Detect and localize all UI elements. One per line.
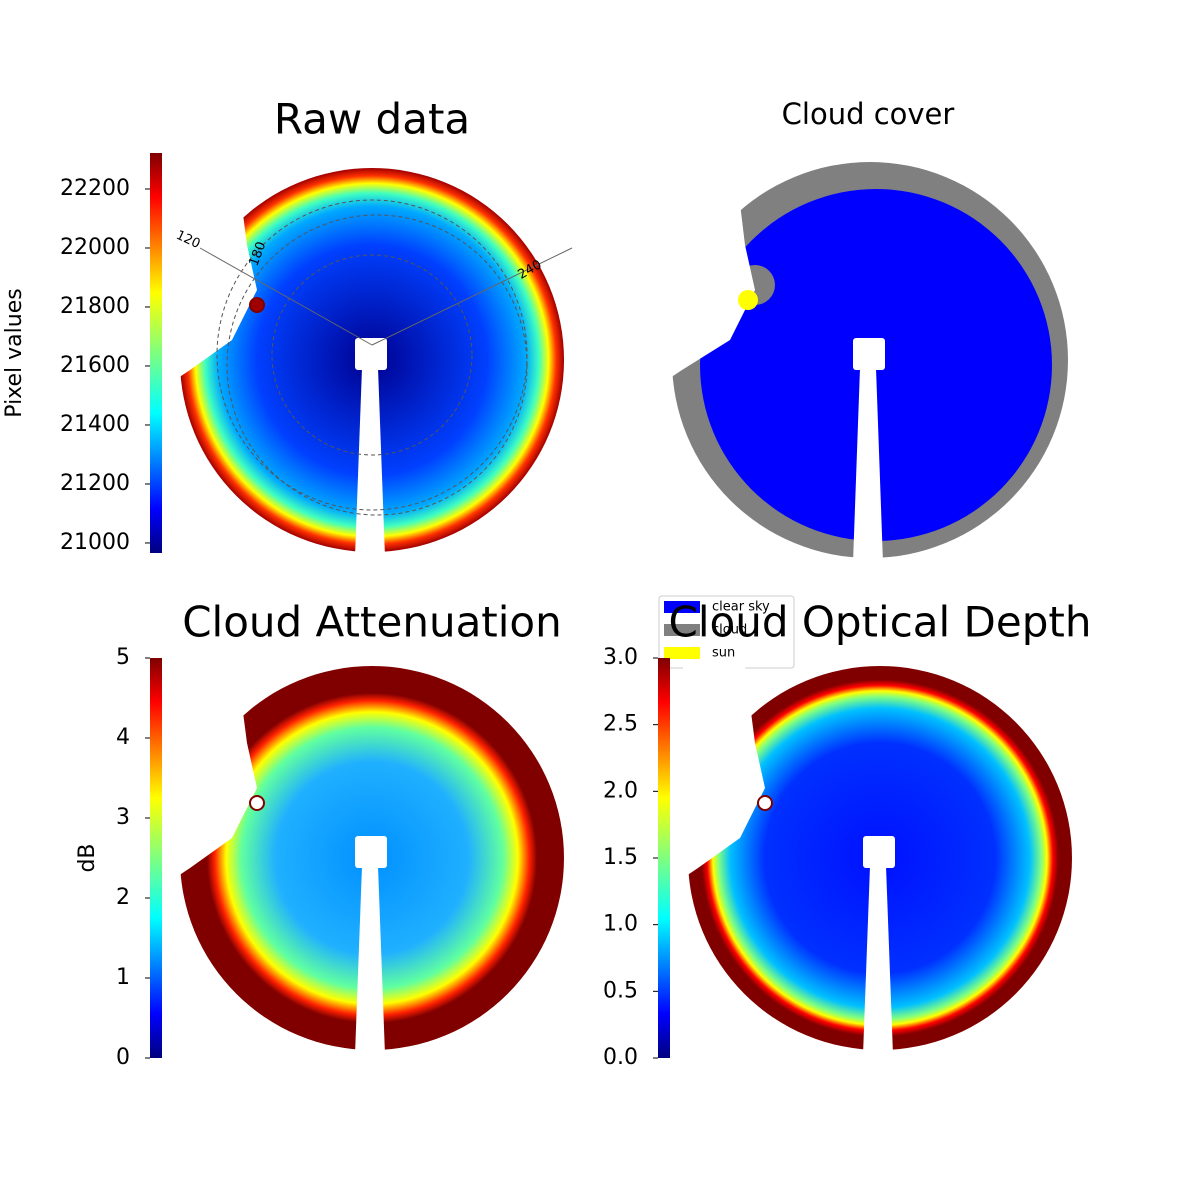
polar-axis — [199, 247, 373, 346]
image-mask — [863, 836, 895, 868]
colorbar-tick-label: 4 — [116, 725, 130, 750]
polar-axis — [371, 247, 573, 346]
colorbar-tick-label: 21200 — [60, 471, 130, 496]
image-mask — [175, 666, 257, 878]
colorbar-tick-label: 0.5 — [603, 978, 638, 1003]
colorbar-tick-label: 22000 — [60, 235, 130, 260]
colorbar-label: Pixel values — [2, 288, 27, 417]
panel-title: Cloud cover — [782, 97, 955, 131]
colorbar-tick-label: 21600 — [60, 353, 130, 378]
sun-mask — [249, 795, 265, 811]
colorbar-label: dB — [75, 843, 100, 872]
legend-label: clear sky — [712, 600, 770, 615]
colorbar-tick-label: 21400 — [60, 412, 130, 437]
sun-mask — [249, 297, 265, 313]
legend-label: cloud — [712, 623, 747, 638]
image-mask — [853, 338, 885, 370]
colorbar-tick-label: 2.5 — [603, 712, 638, 737]
colorbar-tick-label: 1 — [116, 965, 130, 990]
sun-region — [738, 290, 758, 310]
colorbar — [150, 153, 162, 553]
legend-swatch — [664, 624, 700, 636]
sun-mask — [757, 795, 773, 811]
colorbar-tick-label: 1.0 — [603, 912, 638, 937]
panel-title: Cloud Optical Depth — [669, 598, 1092, 647]
colorbar-tick-label: 2 — [116, 885, 130, 910]
polar-grid — [271, 254, 473, 456]
image-mask — [853, 368, 883, 563]
colorbar-tick-label: 5 — [116, 645, 130, 670]
colorbar-tick-label: 0.0 — [603, 1045, 638, 1070]
legend-swatch — [664, 647, 700, 659]
image-mask — [355, 866, 385, 1055]
image-mask — [355, 338, 387, 370]
colorbar-tick-label: 3.0 — [603, 645, 638, 670]
image-mask — [175, 168, 257, 380]
colorbar — [150, 658, 162, 1058]
colorbar-tick-label: 2.0 — [603, 778, 638, 803]
image-mask — [355, 836, 387, 868]
polar-grid — [226, 214, 528, 516]
colorbar-tick-label: 1.5 — [603, 845, 638, 870]
colorbar — [658, 658, 670, 1058]
colorbar-tick-label: 21000 — [60, 530, 130, 555]
colorbar-tick-label: 21800 — [60, 294, 130, 319]
colorbar-tick-label: 3 — [116, 805, 130, 830]
colorbar-tick-label: 22200 — [60, 176, 130, 201]
colorbar-tick-label: 0 — [116, 1045, 130, 1070]
image-mask — [667, 162, 755, 380]
panel-title: Raw data — [274, 95, 470, 144]
image-mask — [863, 866, 893, 1055]
legend-label: sun — [712, 646, 735, 661]
image-mask — [683, 666, 765, 878]
legend-swatch — [664, 601, 700, 613]
panel-title: Cloud Attenuation — [182, 598, 562, 647]
